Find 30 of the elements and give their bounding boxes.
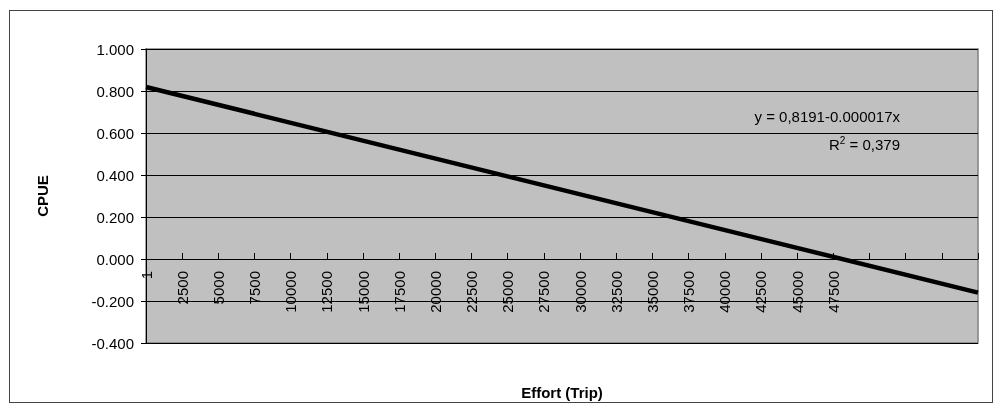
x-tick-label: 15000: [354, 271, 372, 313]
y-tick-label: -0.400: [91, 334, 134, 352]
annotation: y = 0,8191-0.000017x: [754, 108, 901, 125]
x-tick-label: 30000: [571, 271, 589, 313]
y-axis-title: CPUE: [34, 175, 51, 217]
y-tick-label: 0.000: [96, 250, 134, 268]
x-axis-title: Effort (Trip): [521, 384, 603, 401]
x-tick-label: 27500: [535, 271, 553, 313]
x-tick-label: 25000: [499, 271, 517, 313]
y-tick-label: 1.000: [96, 40, 134, 58]
x-tick-label: 47500: [824, 271, 842, 313]
x-tick-label: 45000: [788, 271, 806, 313]
y-tick-label: 0.200: [96, 208, 134, 226]
x-tick-label: 40000: [716, 271, 734, 313]
x-tick-label: 35000: [643, 271, 661, 313]
x-tick-label: 37500: [680, 271, 698, 313]
y-tick-label: -0.200: [91, 292, 134, 310]
x-tick-label: 12500: [318, 271, 336, 313]
x-tick-label: 22500: [463, 271, 481, 313]
x-tick-label: 32500: [607, 271, 625, 313]
y-tick-label: 0.600: [96, 124, 134, 142]
x-tick-label: 2500: [173, 271, 191, 305]
x-tick-label: 42500: [752, 271, 770, 313]
y-tick-label: 0.800: [96, 82, 134, 100]
x-tick-label: 5000: [209, 271, 227, 305]
x-tick-label: 7500: [246, 271, 264, 305]
x-tick-label: 10000: [282, 271, 300, 313]
x-tick-label: 20000: [426, 271, 444, 313]
x-tick-label: 17500: [390, 271, 408, 313]
y-tick-label: 0.400: [96, 166, 134, 184]
